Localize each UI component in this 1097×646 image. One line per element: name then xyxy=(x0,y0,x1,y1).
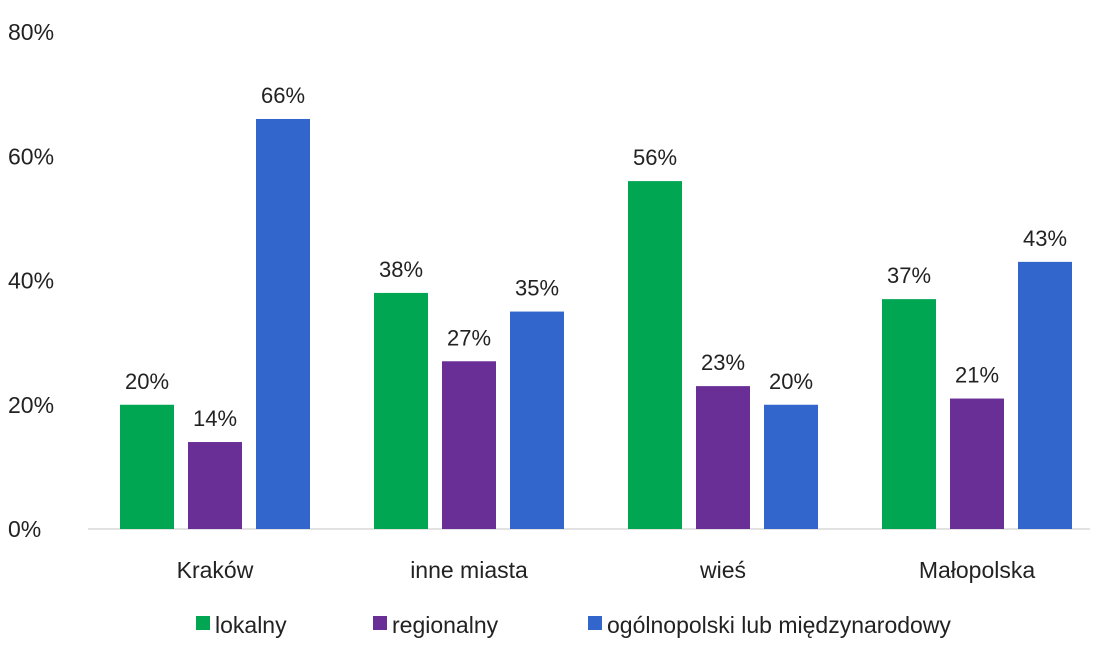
legend-swatch xyxy=(196,616,210,630)
bar-regionalny xyxy=(950,398,1004,529)
data-label: 56% xyxy=(633,145,677,170)
data-label: 23% xyxy=(701,350,745,375)
legend-swatch xyxy=(373,616,387,630)
legend: lokalny regionalny ogólnopolski lub między… xyxy=(196,612,951,638)
legend-label: lokalny xyxy=(215,612,287,638)
data-label: 35% xyxy=(515,276,559,301)
legend-swatch xyxy=(588,616,602,630)
x-axis-category-labels: Kraków inne miasta wieś Małopolska xyxy=(177,557,1036,583)
data-label: 20% xyxy=(769,369,813,394)
data-label: 14% xyxy=(193,406,237,431)
y-tick-label: 20% xyxy=(8,392,54,418)
bar-regionalny xyxy=(696,386,750,529)
x-category-label: wieś xyxy=(699,557,746,583)
bar-ogólnopolski xyxy=(764,404,818,529)
bars-group xyxy=(120,118,1072,529)
bar-regionalny xyxy=(442,361,496,529)
bar-lokalny xyxy=(628,181,682,529)
y-tick-label: 0% xyxy=(8,516,41,542)
data-label: 66% xyxy=(261,83,305,108)
bar-lokalny xyxy=(882,299,936,529)
x-category-label: inne miasta xyxy=(410,557,528,583)
y-tick-label: 80% xyxy=(8,19,54,45)
bar-ogólnopolski xyxy=(1018,261,1072,529)
y-tick-label: 40% xyxy=(8,268,54,294)
bar-lokalny xyxy=(374,292,428,529)
y-axis-tick-labels: 0% 20% 40% 60% 80% xyxy=(8,19,54,542)
data-label: 27% xyxy=(447,325,491,350)
bar-ogólnopolski xyxy=(256,118,310,529)
bar-lokalny xyxy=(120,404,174,529)
data-label: 21% xyxy=(955,363,999,388)
legend-label: ogólnopolski lub międzynarodowy xyxy=(607,612,951,638)
x-category-label: Małopolska xyxy=(919,557,1036,583)
legend-label: regionalny xyxy=(392,612,499,638)
data-label: 43% xyxy=(1023,226,1067,251)
bar-regionalny xyxy=(188,442,242,529)
bar-ogólnopolski xyxy=(510,311,564,529)
data-label: 37% xyxy=(887,263,931,288)
data-label: 38% xyxy=(379,257,423,282)
x-category-label: Kraków xyxy=(177,557,254,583)
y-tick-label: 60% xyxy=(8,143,54,169)
data-label: 20% xyxy=(125,369,169,394)
data-labels-group: 20% 14% 66% 38% 27% 35% 56% 23% 20% 37% 21% 43% xyxy=(125,83,1067,431)
